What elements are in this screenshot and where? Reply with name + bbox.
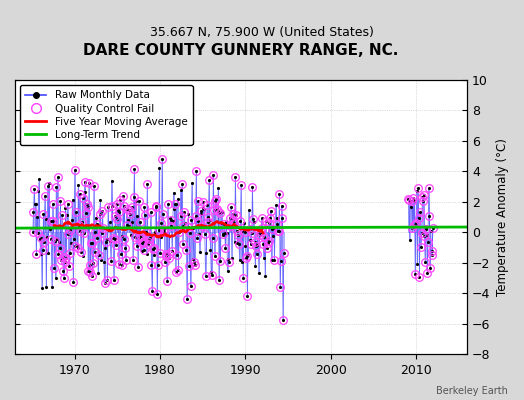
Y-axis label: Temperature Anomaly (°C): Temperature Anomaly (°C) bbox=[496, 138, 509, 296]
Legend: Raw Monthly Data, Quality Control Fail, Five Year Moving Average, Long-Term Tren: Raw Monthly Data, Quality Control Fail, … bbox=[20, 85, 192, 145]
Text: 35.667 N, 75.900 W (United States): 35.667 N, 75.900 W (United States) bbox=[150, 26, 374, 39]
Text: Berkeley Earth: Berkeley Earth bbox=[436, 386, 508, 396]
Title: DARE COUNTY GUNNERY RANGE, NC.: DARE COUNTY GUNNERY RANGE, NC. bbox=[83, 43, 399, 58]
